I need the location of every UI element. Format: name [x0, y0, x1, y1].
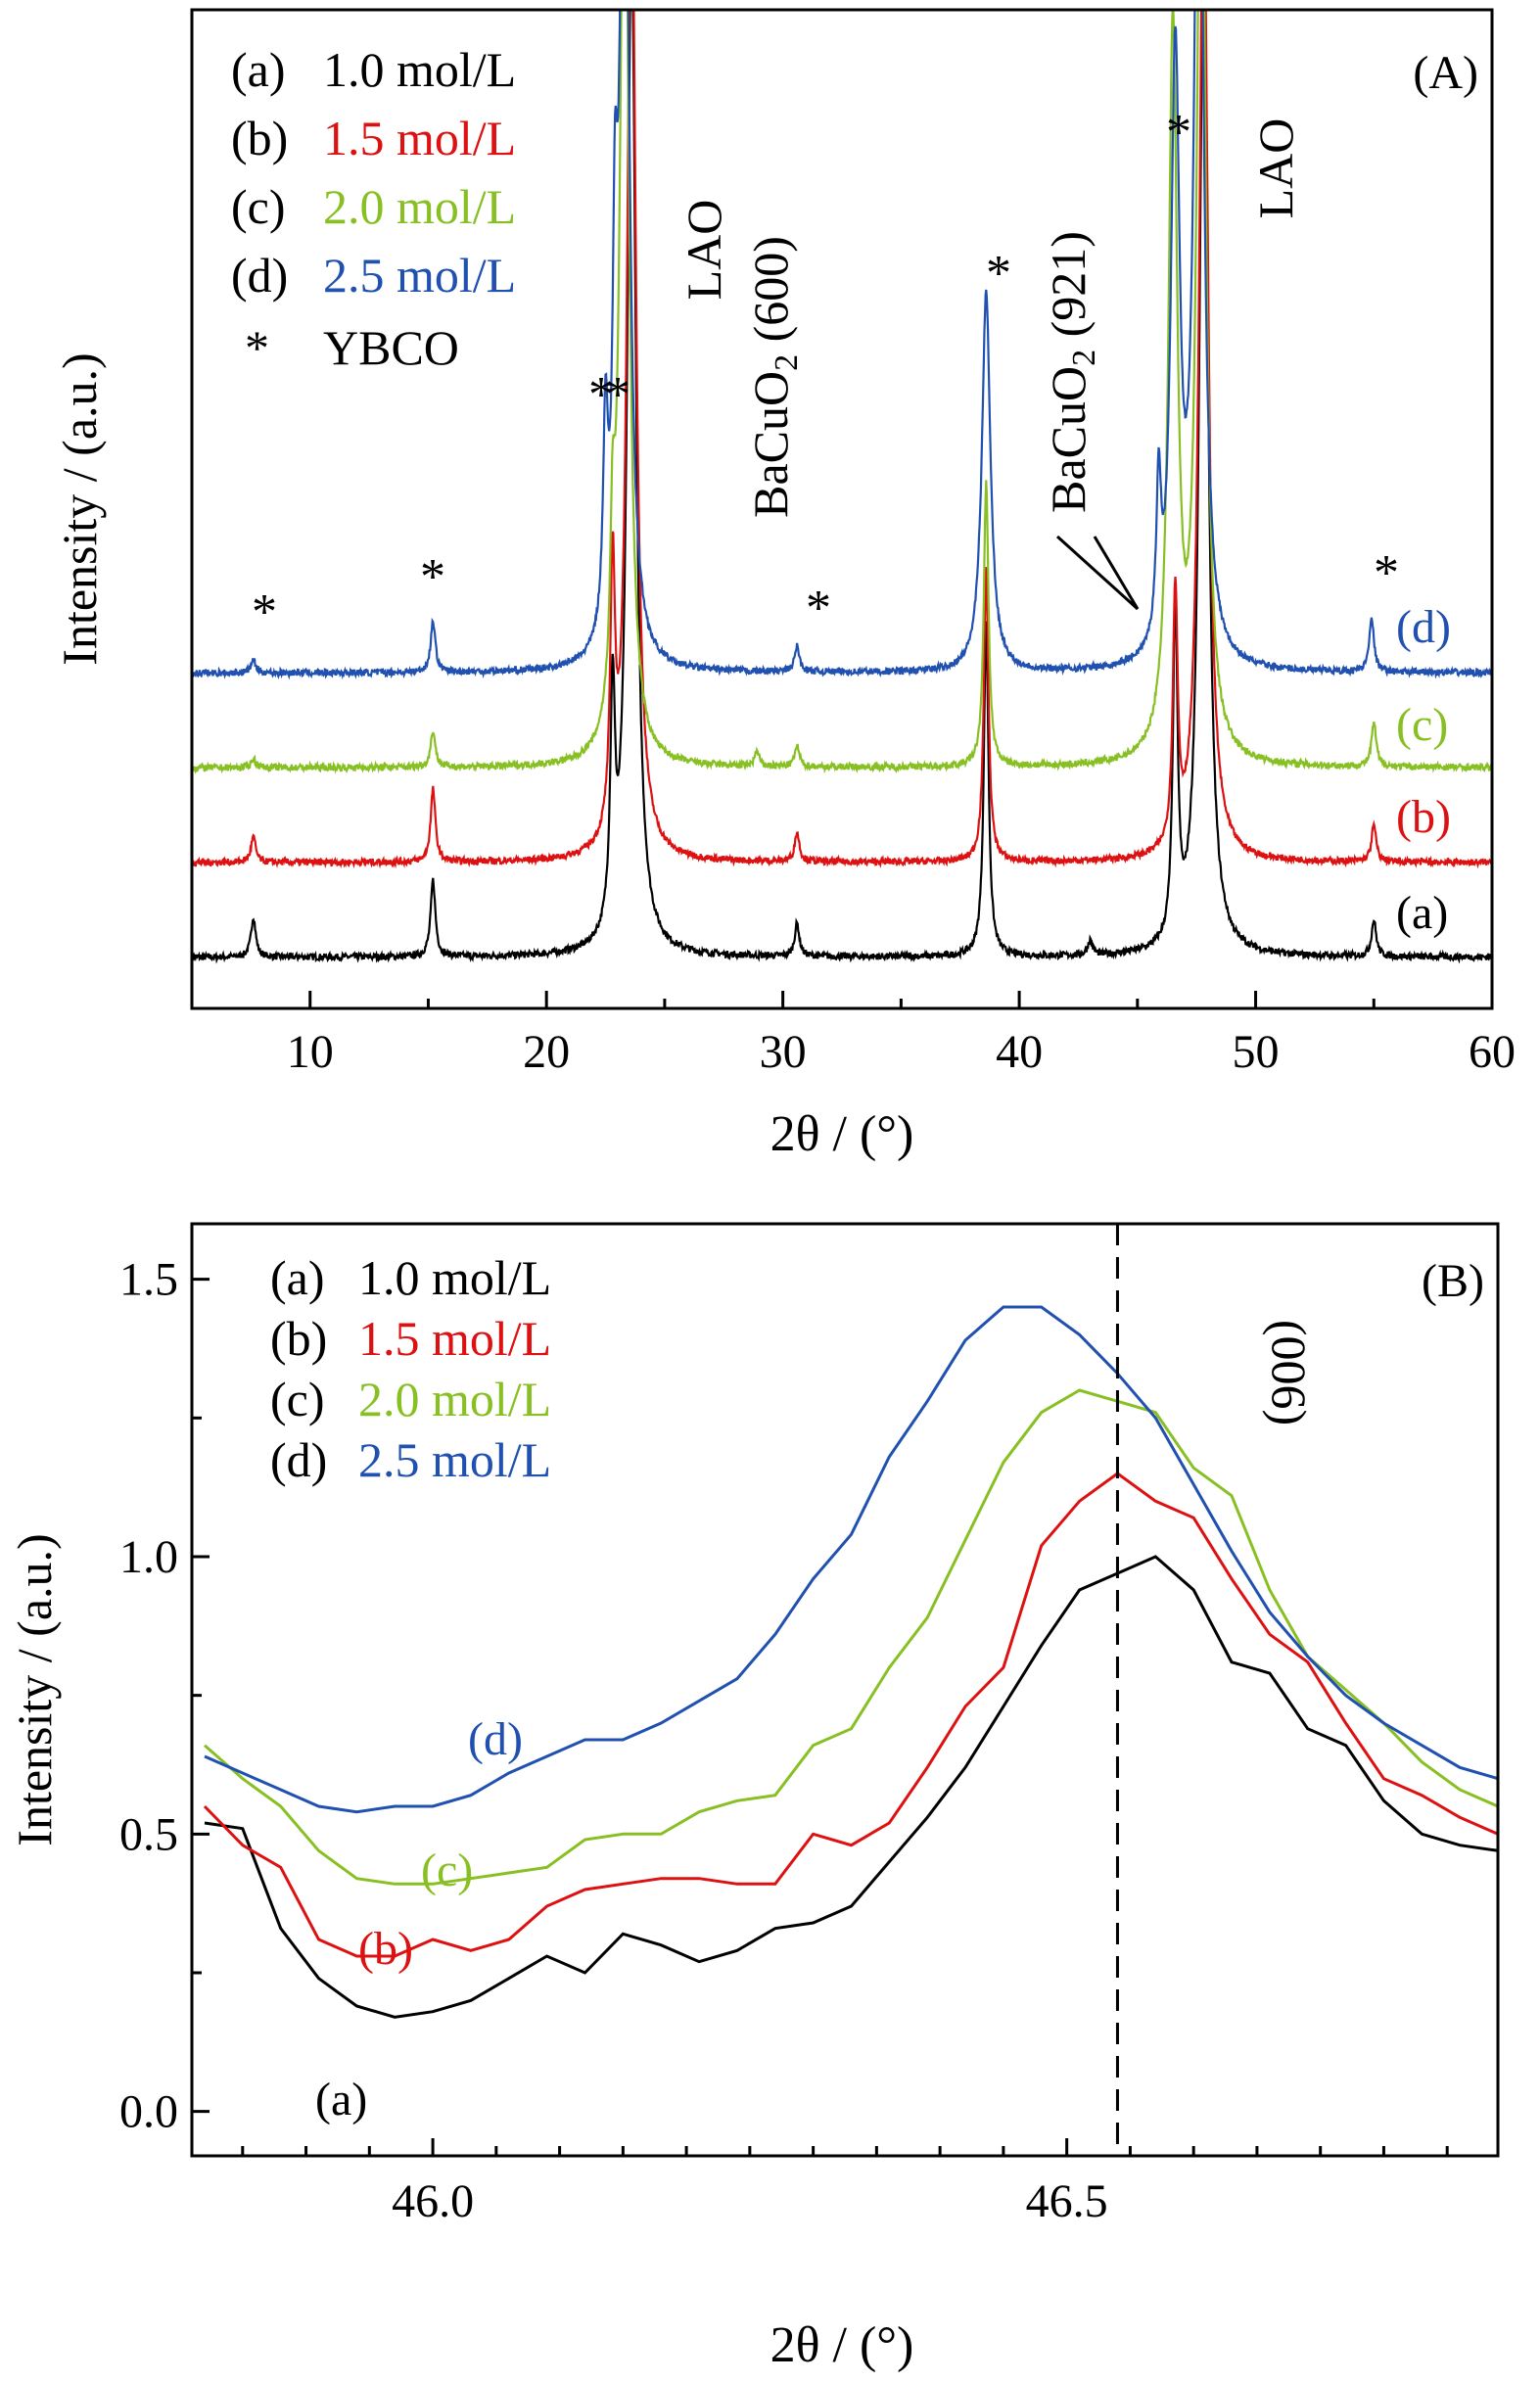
legend-a-tag-b: (b): [231, 111, 288, 165]
legend-b-text-a: 1.0 mol/L: [358, 1250, 551, 1305]
curve-label-c: (c): [1396, 699, 1448, 751]
arrow-to-bacuo2-921: [1055, 535, 1140, 611]
legend-b-tag-b: (b): [270, 1311, 327, 1366]
series-line-d: [192, 10, 1492, 680]
panel-a-y-label: Intensity / (a.u.): [52, 352, 107, 665]
curve-label-a: (a): [1396, 887, 1448, 939]
ybco-marker: *: [588, 367, 614, 423]
y-tick-label: 0.5: [119, 1808, 178, 1860]
panel-b-curves: [203, 1305, 1498, 2019]
series-line-b: [203, 1471, 1498, 1958]
panel-b-curve-labels: (d) (c) (b) (a): [315, 1713, 523, 2125]
panel-b-legend: (a) 1.0 mol/L (b) 1.5 mol/L (c) 2.0 mol/…: [270, 1250, 551, 1487]
legend-a-text-d: 2.5 mol/L: [323, 248, 516, 303]
reference-line-label: (006): [1262, 1320, 1317, 1425]
ybco-marker: *: [420, 549, 445, 605]
legend-b-tag-d: (d): [270, 1432, 327, 1487]
x-tick-label: 60: [1469, 1026, 1516, 1078]
ybco-marker: *: [1166, 105, 1191, 161]
legend-a-text-c: 2.0 mol/L: [323, 179, 516, 234]
x-tick-label: 40: [996, 1026, 1043, 1078]
ybco-marker: *: [1374, 545, 1399, 601]
panel-a-x-ticks: 10 20 30 40 50 60: [190, 991, 1516, 1078]
curve-label-d: (d): [468, 1713, 523, 1765]
legend-a-marker: *: [245, 320, 269, 375]
legend-a-tag-c: (c): [231, 179, 286, 234]
annotation-lao-left: LAO: [677, 200, 731, 301]
x-tick-label: 10: [287, 1026, 334, 1078]
annotation-lao-right: LAO: [1248, 118, 1303, 219]
series-line-a: [192, 10, 1492, 964]
panel-a: 10 20 30 40 50 60 (A) (a) 1.0 mol/L (b) 1.5 m…: [52, 8, 1516, 1162]
panel-b-x-label: 2θ / (°): [770, 2317, 914, 2373]
legend-b-text-c: 2.0 mol/L: [358, 1372, 551, 1426]
ybco-markers: * * * * * * * *: [252, 105, 1399, 640]
series-line-c: [192, 10, 1492, 774]
series-line-d: [204, 1305, 1498, 1814]
annotation-bacuo2-600: BaCuO2 (600): [743, 236, 805, 518]
x-tick-label: 50: [1233, 1026, 1280, 1078]
legend-b-text-b: 1.5 mol/L: [358, 1311, 551, 1366]
legend-b-text-d: 2.5 mol/L: [358, 1432, 551, 1487]
panel-a-legend: (a) 1.0 mol/L (b) 1.5 mol/L (c) 2.0 mol/…: [231, 42, 516, 375]
y-tick-label: 1.5: [119, 1254, 178, 1306]
ybco-marker: *: [252, 584, 277, 640]
panel-b-label: (B): [1422, 1255, 1484, 1307]
panel-b-frame: [190, 1222, 1500, 2158]
panel-a-frame: [190, 8, 1494, 1010]
annotation-bacuo2-921: BaCuO2 (921): [1041, 231, 1102, 513]
series-line-b: [192, 10, 1492, 869]
x-tick-label: 30: [760, 1026, 807, 1078]
legend-a-tag-a: (a): [231, 42, 286, 97]
panel-a-curve-labels: (a) (b) (c) (d): [1396, 601, 1451, 939]
curve-label-a: (a): [315, 2074, 367, 2125]
panel-a-label: (A): [1413, 47, 1478, 99]
y-tick-label: 1.0: [119, 1531, 178, 1583]
legend-b-tag-a: (a): [270, 1250, 325, 1305]
panel-b-y-ticks: 0.0 0.5 1.0 1.5: [119, 1254, 210, 2138]
curve-label-d: (d): [1396, 601, 1451, 653]
y-tick-label: 0.0: [119, 2086, 178, 2138]
panel-a-x-label: 2θ / (°): [770, 1106, 914, 1162]
legend-a-text-b: 1.5 mol/L: [323, 111, 516, 165]
panel-b-y-label: Intensity / (a.u.): [7, 1533, 62, 1845]
x-tick-label: 46.5: [1026, 2175, 1108, 2227]
legend-a-marker-text: YBCO: [323, 320, 459, 375]
ybco-marker: *: [806, 581, 831, 636]
legend-a-tag-d: (d): [231, 248, 288, 303]
curve-label-b: (b): [358, 1923, 413, 1975]
curve-label-c: (c): [421, 1845, 473, 1896]
ybco-marker: *: [986, 246, 1011, 302]
legend-b-tag-c: (c): [270, 1372, 325, 1426]
curve-label-b: (b): [1396, 791, 1451, 843]
x-tick-label: 20: [523, 1026, 570, 1078]
panel-b-x-ticks: 46.0 46.5: [241, 2138, 1449, 2227]
series-line-c: [204, 1388, 1498, 1886]
x-tick-label: 46.0: [392, 2175, 474, 2227]
panel-b: 46.0 46.5 0.0 0.5 1.0 1.5 (B) (006) (a) 1.0 …: [7, 1222, 1500, 2373]
legend-a-text-a: 1.0 mol/L: [323, 42, 516, 97]
series-line-a: [204, 1555, 1498, 2019]
panel-a-curves: [192, 10, 1492, 964]
ybco-marker: *: [605, 367, 630, 423]
